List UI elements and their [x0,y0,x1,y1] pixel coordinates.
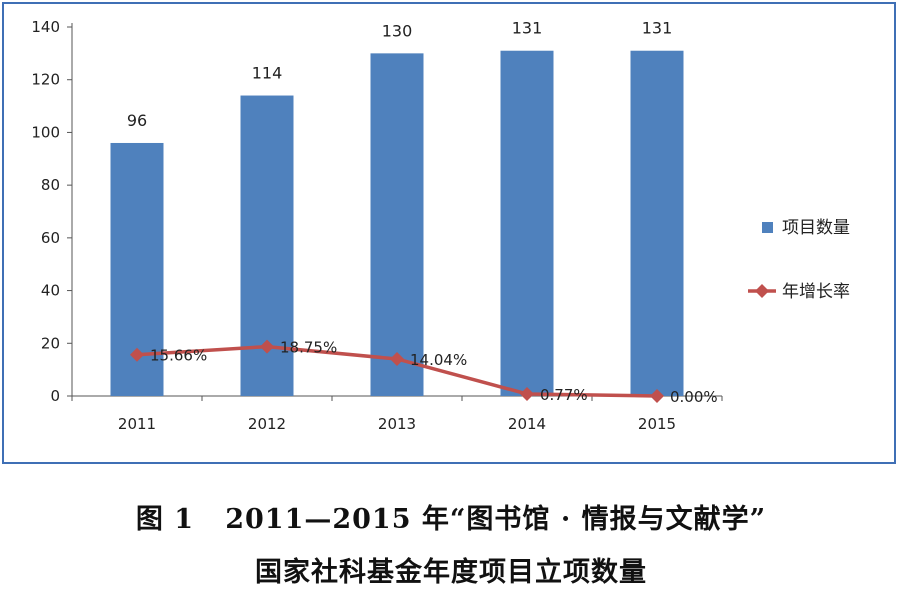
bar-data-label: 114 [252,64,283,83]
figure-caption-line-1: 图 1 2011—2015 年“图书馆 · 情报与文献学” [135,504,767,535]
growth-rate-data-label: 0.77% [540,386,588,404]
y-tick-label: 40 [41,282,60,300]
y-tick-label: 120 [31,71,60,89]
legend-bar-label: 项目数量 [782,218,850,238]
growth-rate-data-label: 0.00% [670,388,718,406]
figure-caption-line-2: 国家社科基金年度项目立项数量 [255,557,647,588]
y-tick-label: 60 [41,229,60,247]
growth-rate-marker [520,386,534,401]
x-tick-label: 2013 [378,415,416,433]
chart: 0 20 40 60 80 100 120 140 2011 2012 2013 2014 2015 96… [31,18,850,433]
x-tick-label: 2015 [638,415,676,433]
growth-rate-marker [650,389,664,403]
x-tick-label: 2012 [248,415,286,433]
bar [370,53,424,396]
y-tick-label: 140 [31,18,60,36]
growth-rate-marker [130,347,144,362]
growth-rate-marker [390,351,404,366]
y-tick-label: 100 [31,123,60,141]
legend-line-marker [755,284,769,298]
legend-line-label: 年增长率 [782,282,850,302]
growth-rate-marker [260,339,274,354]
bar-data-label: 131 [512,19,543,38]
y-tick-label: 80 [41,176,60,194]
y-tick-label: 20 [41,334,60,352]
bar-data-label: 96 [127,111,147,130]
growth-rate-data-label: 14.04% [410,351,467,369]
growth-rate-data-label: 15.66% [150,347,207,365]
bar-data-label: 131 [642,19,673,38]
x-tick-label: 2011 [118,415,156,433]
bar [500,50,554,396]
y-tick-label: 0 [50,387,60,405]
x-tick-label: 2014 [508,415,546,433]
legend-bar-swatch [762,222,773,233]
growth-rate-data-label: 18.75% [280,339,337,357]
bar [630,50,684,396]
bar-data-label: 130 [382,21,413,40]
